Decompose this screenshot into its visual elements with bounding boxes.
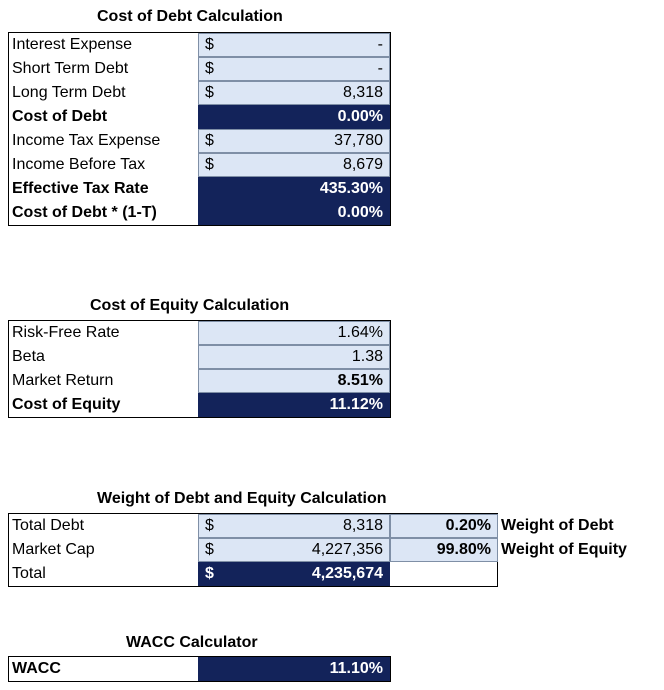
debt-row-value: $8,679: [198, 153, 390, 177]
wacc-value-text: 11.10%: [329, 660, 383, 677]
debt-row: Cost of Debt 0.00%: [8, 105, 391, 129]
weights-section-title: Weight of Debt and Equity Calculation: [97, 490, 387, 507]
equity-table: [8, 320, 391, 418]
debt-row-value-text: 0.00%: [337, 204, 383, 221]
weight-row: Market Cap $4,227,356 99.80% Weight of Equi…: [8, 538, 648, 562]
currency-symbol: $: [205, 517, 214, 534]
debt-row-label: Short Term Debt: [12, 60, 129, 77]
debt-row: Cost of Debt * (1-T) 0.00%: [8, 201, 391, 225]
currency-symbol: $: [205, 60, 214, 77]
debt-row-value: $ -: [198, 57, 390, 81]
equity-row-value: 11.12%: [198, 393, 390, 417]
debt-row-label: Cost of Debt * (1-T): [12, 204, 157, 221]
equity-row: Cost of Equity 11.12%: [8, 393, 391, 417]
debt-row-label: Long Term Debt: [12, 84, 126, 101]
debt-row-value: 0.00%: [198, 201, 390, 225]
weight-percent: 0.20%: [390, 514, 498, 538]
weight-side-label: Weight of Debt: [501, 517, 614, 534]
wacc-table: [8, 656, 391, 682]
equity-row-value: 8.51%: [198, 369, 390, 393]
weight-row: Total $4,235,674: [8, 562, 648, 586]
weight-row-value: $4,235,674: [198, 562, 390, 586]
equity-row-value-text: 1.38: [351, 348, 383, 365]
wacc-label: WACC: [12, 660, 61, 677]
debt-row-value-text: -: [377, 60, 383, 77]
debt-row-value-text: 8,318: [342, 84, 383, 101]
weight-row-value-text: 8,318: [342, 517, 383, 534]
debt-row-value-text: 37,780: [334, 132, 383, 149]
equity-row-label: Market Return: [12, 372, 114, 389]
debt-row-value: 435.30%: [198, 177, 390, 201]
debt-row-value: $ -: [198, 33, 390, 57]
debt-row-value: 0.00%: [198, 105, 390, 129]
weight-percent: 99.80%: [390, 538, 498, 562]
weight-percent-text: 0.20%: [445, 517, 491, 534]
equity-row-value: 1.38: [198, 345, 390, 369]
equity-row-label: Beta: [12, 348, 45, 365]
currency-symbol: $: [205, 132, 214, 149]
debt-row-label: Income Before Tax: [12, 156, 146, 173]
weight-side-label: Weight of Equity: [501, 541, 627, 558]
currency-symbol: $: [205, 565, 214, 582]
currency-symbol: $: [205, 156, 214, 173]
debt-row-label: Income Tax Expense: [12, 132, 161, 149]
equity-row-label: Cost of Equity: [12, 396, 121, 413]
currency-symbol: $: [205, 84, 214, 101]
equity-row: Market Return 8.51%: [8, 369, 391, 393]
equity-row-value: 1.64%: [198, 321, 390, 345]
debt-row-value-text: 8,679: [342, 156, 383, 173]
weight-row-value: $8,318: [198, 514, 390, 538]
debt-row-value: $37,780: [198, 129, 390, 153]
debt-row: Long Term Debt $8,318: [8, 81, 391, 105]
debt-row-value-text: 0.00%: [337, 108, 383, 125]
equity-section-title: Cost of Equity Calculation: [90, 297, 290, 314]
debt-row-label: Effective Tax Rate: [12, 180, 149, 197]
wacc-value: 11.10%: [198, 657, 390, 681]
debt-table: [8, 32, 391, 226]
debt-row-label: Interest Expense: [12, 36, 133, 53]
weight-row: Total Debt $8,318 0.20% Weight of Debt: [8, 514, 648, 538]
debt-row-value-text: 435.30%: [319, 180, 383, 197]
weight-row-label: Market Cap: [12, 541, 95, 558]
weight-percent-text: 99.80%: [436, 541, 491, 558]
weight-row-label: Total: [12, 565, 46, 582]
currency-symbol: $: [205, 541, 214, 558]
equity-row: Risk-Free Rate 1.64%: [8, 321, 391, 345]
debt-row-value: $8,318: [198, 81, 390, 105]
debt-row-value-text: -: [377, 36, 383, 53]
debt-section-title: Cost of Debt Calculation: [97, 8, 283, 25]
debt-row: Income Tax Expense $37,780: [8, 129, 391, 153]
equity-row-label: Risk-Free Rate: [12, 324, 120, 341]
debt-row: Income Before Tax $8,679: [8, 153, 391, 177]
wacc-row: WACC 11.10%: [8, 657, 391, 681]
debt-row: Interest Expense $ -: [8, 33, 391, 57]
debt-row: Short Term Debt $ -: [8, 57, 391, 81]
debt-row: Effective Tax Rate 435.30%: [8, 177, 391, 201]
equity-row-value-text: 8.51%: [337, 372, 383, 389]
currency-symbol: $: [205, 36, 214, 53]
weight-row-value: $4,227,356: [198, 538, 390, 562]
equity-row-value-text: 1.64%: [337, 324, 383, 341]
equity-row: Beta 1.38: [8, 345, 391, 369]
weight-row-value-text: 4,227,356: [311, 541, 383, 558]
debt-row-label: Cost of Debt: [12, 108, 108, 125]
weight-row-label: Total Debt: [12, 517, 85, 534]
equity-row-value-text: 11.12%: [329, 396, 383, 413]
wacc-section-title: WACC Calculator: [126, 634, 258, 651]
weight-row-value-text: 4,235,674: [311, 565, 383, 582]
